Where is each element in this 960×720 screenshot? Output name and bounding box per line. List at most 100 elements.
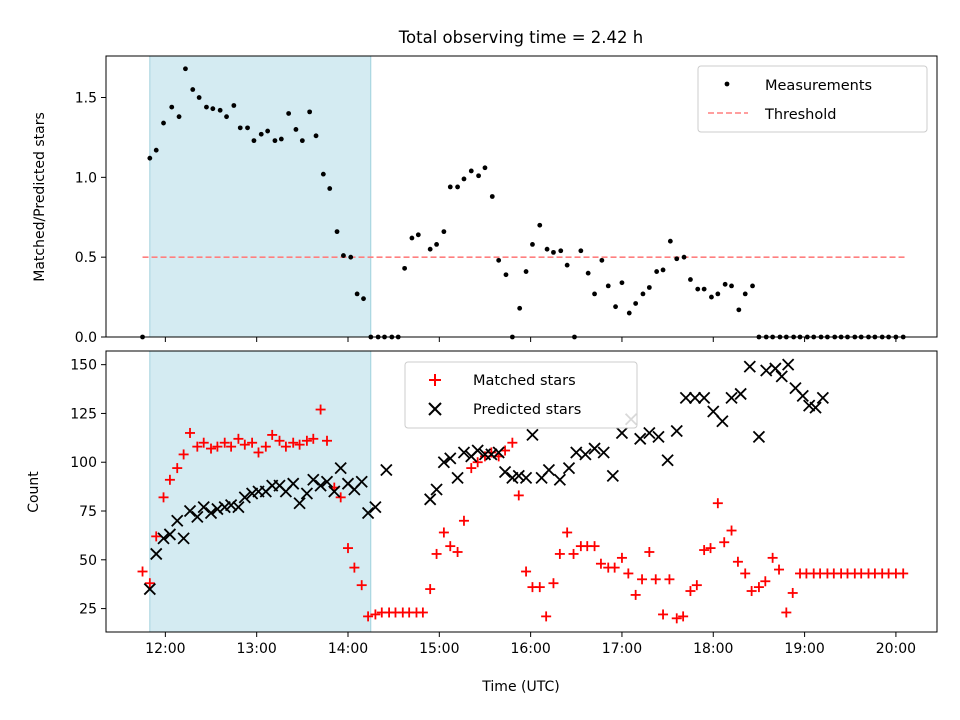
matched-star-point bbox=[712, 498, 723, 509]
x-tick-label: 16:00 bbox=[510, 641, 550, 657]
measurement-point bbox=[558, 248, 564, 254]
matched-star-point bbox=[691, 580, 702, 591]
measurement-point bbox=[688, 277, 693, 282]
measurement-point bbox=[578, 248, 584, 254]
measurement-point bbox=[265, 128, 271, 134]
y-tick-label: 0.0 bbox=[75, 330, 97, 346]
measurement-point bbox=[619, 280, 625, 286]
predicted-star-point bbox=[380, 463, 393, 477]
measurement-point bbox=[517, 305, 523, 311]
measurement-point bbox=[503, 272, 509, 278]
matched-star-point bbox=[342, 543, 353, 554]
measurement-point bbox=[654, 269, 660, 274]
measurement-point bbox=[286, 111, 292, 116]
matched-star-point bbox=[685, 586, 696, 597]
matched-star-point bbox=[521, 566, 532, 577]
predicted-star-point bbox=[670, 424, 683, 438]
legend-measurements: Measurements bbox=[765, 78, 872, 94]
measurement-point bbox=[496, 257, 502, 263]
matched-star-point bbox=[705, 543, 716, 554]
measurement-point bbox=[183, 66, 188, 72]
measurement-point bbox=[278, 136, 284, 142]
predicted-star-point bbox=[597, 446, 610, 459]
measurement-point bbox=[231, 103, 237, 108]
predicted-star-point bbox=[238, 491, 251, 504]
x-tick-label: 17:00 bbox=[602, 641, 642, 657]
y-tick-label: 125 bbox=[70, 406, 97, 422]
matched-star-point bbox=[356, 580, 367, 591]
predicted-star-point bbox=[492, 446, 505, 459]
matched-star-point bbox=[233, 433, 244, 444]
measurement-point bbox=[660, 267, 666, 273]
measurement-point bbox=[482, 165, 488, 171]
bottom-y-ticks: 25 50 75 100 125 150 bbox=[70, 358, 106, 618]
measurement-point bbox=[544, 246, 550, 252]
y-tick-label: 50 bbox=[79, 553, 97, 569]
predicted-star-point bbox=[634, 432, 647, 445]
predicted-stars-points bbox=[143, 358, 829, 596]
predicted-star-point bbox=[526, 428, 539, 442]
measurement-point bbox=[681, 254, 687, 260]
measurement-point bbox=[258, 131, 264, 137]
matched-star-point bbox=[431, 548, 442, 559]
measurement-point bbox=[361, 296, 366, 302]
matched-star-point bbox=[732, 556, 743, 567]
measurement-point bbox=[476, 173, 481, 179]
matched-star-point bbox=[452, 546, 463, 557]
measurement-point bbox=[153, 147, 159, 153]
matched-star-point bbox=[664, 574, 675, 585]
predicted-star-point bbox=[579, 448, 592, 461]
predicted-star-point bbox=[816, 391, 829, 404]
matched-star-point bbox=[363, 611, 374, 622]
predicted-star-point bbox=[328, 485, 341, 498]
x-tick-label: 19:00 bbox=[784, 641, 824, 657]
matched-star-point bbox=[301, 435, 312, 446]
predicted-star-point bbox=[562, 461, 576, 475]
matched-star-point bbox=[699, 545, 710, 556]
measurement-point bbox=[585, 270, 591, 276]
predicted-star-point bbox=[760, 364, 773, 377]
predicted-star-point bbox=[679, 391, 693, 404]
measurement-point bbox=[742, 291, 748, 297]
matched-star-point bbox=[466, 463, 477, 474]
matched-star-point bbox=[726, 525, 737, 536]
matched-star-point bbox=[760, 576, 771, 587]
matched-star-point bbox=[650, 574, 661, 585]
predicted-star-point bbox=[334, 461, 347, 475]
measurement-point bbox=[190, 87, 196, 92]
matched-star-point bbox=[513, 490, 524, 501]
predicted-star-point bbox=[320, 475, 334, 488]
predicted-star-point bbox=[652, 430, 665, 443]
matched-star-point bbox=[206, 443, 217, 454]
observing-window-shade-bottom bbox=[149, 350, 372, 633]
matched-star-point bbox=[589, 541, 600, 552]
bottom-y-axis-label: Count bbox=[26, 471, 42, 513]
matched-star-point bbox=[630, 589, 641, 600]
measurement-point bbox=[701, 286, 707, 292]
measurement-point bbox=[667, 238, 673, 244]
measurement-point bbox=[530, 241, 535, 247]
matched-star-point bbox=[678, 611, 689, 622]
matched-star-point bbox=[274, 435, 285, 446]
measurement-point bbox=[551, 249, 556, 255]
measurement-point bbox=[327, 186, 333, 191]
matched-star-point bbox=[671, 613, 682, 624]
matched-star-point bbox=[349, 562, 360, 573]
matched-star-point bbox=[185, 427, 196, 438]
top-legend-box bbox=[697, 65, 928, 133]
measurement-point bbox=[427, 246, 433, 252]
matched-star-point bbox=[507, 437, 518, 448]
matched-star-point bbox=[151, 531, 162, 542]
measurement-point bbox=[441, 229, 447, 235]
predicted-star-point bbox=[688, 391, 702, 404]
measurement-point bbox=[313, 133, 319, 139]
measurement-point bbox=[307, 109, 313, 115]
predicted-star-point bbox=[588, 442, 601, 455]
top-panel: 0.0 0.5 1.0 1.5 Matched/Predicted stars Mea… bbox=[32, 55, 938, 346]
matched-star-point bbox=[164, 474, 175, 485]
predicted-star-point bbox=[197, 500, 210, 514]
predicted-star-point bbox=[553, 473, 566, 486]
predicted-star-point bbox=[698, 391, 711, 404]
matched-star-point bbox=[178, 449, 189, 460]
